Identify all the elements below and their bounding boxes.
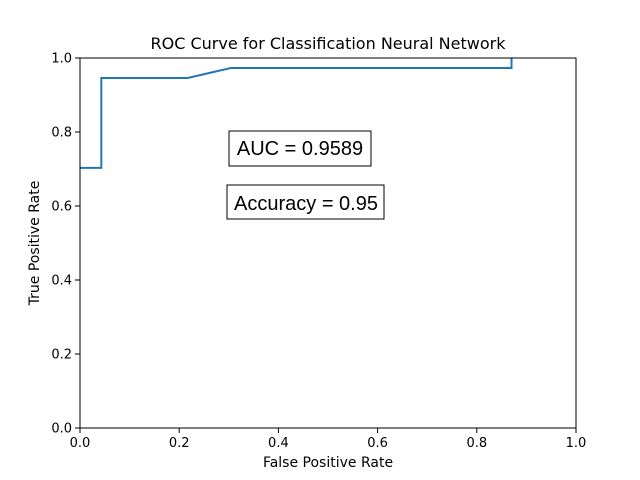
x-tick-label: 0.8: [466, 436, 487, 451]
x-axis-label: False Positive Rate: [263, 455, 393, 471]
y-tick-label: 0.6: [51, 200, 72, 215]
auc-annotation-text: AUC = 0.9589: [237, 138, 363, 160]
accuracy-annotation-box: [226, 184, 385, 220]
auc-annotation: AUC = 0.9589: [228, 130, 372, 167]
accuracy-annotation: Accuracy = 0.95: [226, 184, 385, 220]
y-tick-label: 1.0: [51, 52, 72, 67]
x-tick-label: 1.0: [566, 436, 587, 451]
x-tick-label: 0.6: [367, 436, 388, 451]
y-tick-label: 0.4: [51, 274, 72, 289]
x-tick-label: 0.4: [268, 436, 289, 451]
x-tick-label: 0.2: [169, 436, 190, 451]
y-tick-label: 0.8: [51, 126, 72, 141]
x-axis-ticks: 0.0 0.2 0.4 0.6 0.8 1.0: [70, 428, 587, 451]
auc-annotation-box: [228, 130, 372, 167]
y-axis-ticks: 0.0 0.2 0.4 0.6 0.8 1.0: [51, 52, 80, 437]
y-tick-label: 0.2: [51, 348, 72, 363]
plot-area: [79, 57, 577, 429]
plot-frame: [79, 57, 577, 429]
y-axis-label: True Positive Rate: [27, 181, 43, 307]
x-tick-label: 0.0: [70, 436, 91, 451]
y-tick-label: 0.0: [51, 422, 72, 437]
accuracy-annotation-text: Accuracy = 0.95: [234, 193, 378, 215]
chart-title: ROC Curve for Classification Neural Netw…: [151, 34, 507, 53]
roc-curve-line: [80, 58, 513, 169]
